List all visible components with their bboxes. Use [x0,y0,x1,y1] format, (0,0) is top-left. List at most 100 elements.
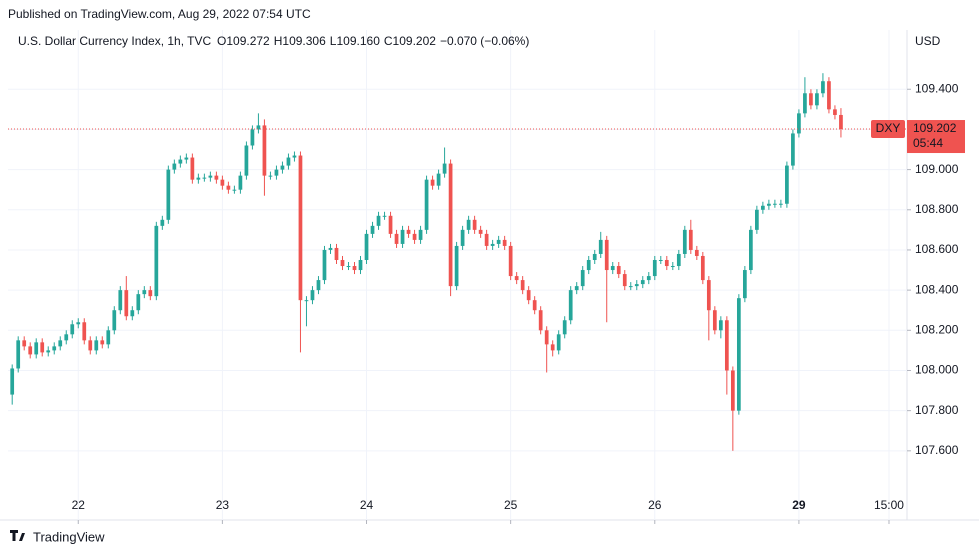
candle-body [791,133,795,166]
candle-body [652,259,657,277]
candle-body [88,340,93,351]
overlay: O 109.272 H 109.306 L 109.160 C 109.202 −0.070 (… [8,34,965,154]
candle-body [94,340,99,351]
symbol-name: U.S. Dollar Currency Index, 1h, TVC [18,34,212,48]
price-tag-price: 109.202 [913,121,957,135]
candle-body [376,215,381,226]
candle-body [112,310,117,331]
candle-body [724,320,729,371]
ohlc-key: O [217,34,226,48]
candle-body [214,175,219,180]
candle-body [616,266,621,275]
candle-body [178,159,183,164]
candle-body [634,284,639,287]
candle-body [106,330,111,345]
x-tick-label: 23 [216,498,230,512]
x-tick-label: 29 [792,498,806,512]
candle-body [442,163,447,174]
candle-body [40,342,45,353]
candle-body [436,173,441,186]
ohlc-key: C [384,34,393,48]
candle-body [664,259,669,267]
candle-body [670,266,675,268]
candle-body [730,370,735,411]
candles [10,73,843,451]
brand-icon [10,530,25,541]
ohlc-change: −0.070 (−0.06%) [440,34,529,48]
candle-body [52,346,57,351]
candle-body [706,280,711,311]
candle-body [232,189,237,191]
candle-body [76,322,81,325]
candle-body [742,270,747,299]
candle-body [580,270,585,287]
candle-body [406,229,411,234]
candle-body [358,259,363,271]
x-tick-label: 26 [648,498,662,512]
candle-body [154,225,159,297]
candle-body [748,229,753,271]
candle-body [136,294,141,311]
brand-name: TradingView [33,529,105,544]
price-tag [907,120,965,154]
candle-body [118,290,123,311]
candle-body [562,320,567,335]
candle-body [70,324,75,335]
candle-body [430,179,435,186]
candle-body [220,179,225,186]
candle-body [370,225,375,234]
candle-body [346,266,351,268]
candle-body [550,344,555,351]
candle-body [448,163,453,287]
candle-body [809,93,813,106]
candle-body [646,276,651,281]
candle-body [400,229,405,244]
candle-body [286,157,291,166]
candle-body [514,276,519,281]
candle-body [280,165,285,170]
ohlc-value: 109.160 [336,34,380,48]
candle-body [388,215,393,234]
candle-body [130,310,135,317]
candle-body [694,249,699,256]
price-tag-countdown: 05:44 [913,136,943,150]
candle-body [394,233,399,244]
candle-body [700,255,705,281]
candle-body [610,266,615,271]
candle-body [556,334,561,351]
ohlc-key: H [274,34,283,48]
candle-body [785,165,789,204]
candle-body [773,203,777,205]
candle-body [821,81,825,94]
candle-body [58,340,63,347]
candle-body [484,233,489,246]
y-tick-label: 109.400 [915,81,959,95]
y-tick-label: 109.000 [915,162,959,176]
x-tick-label: 24 [360,498,374,512]
candle-body [676,253,681,267]
candle-body [628,286,633,288]
candle-body [640,280,645,285]
candle-body [274,169,279,176]
ohlc-value: 109.272 [226,34,270,48]
candle-body [142,290,147,295]
candle-body [472,219,477,230]
candle-body [340,259,345,267]
candle-body [418,229,423,240]
y-tick-label: 107.800 [915,403,959,417]
candle-body [574,286,579,291]
candle-body [592,253,597,260]
candle-body [352,266,357,271]
candle-body [598,239,603,254]
candle-body [803,93,807,114]
candle-body [736,298,741,411]
candle-body [466,219,471,230]
candle-body [238,175,243,190]
y-tick-label: 108.000 [915,363,959,377]
candle-body [412,233,417,240]
candle-body [460,229,465,246]
candle-body [250,129,255,146]
candle-body [502,239,507,246]
candle-body [256,125,261,130]
